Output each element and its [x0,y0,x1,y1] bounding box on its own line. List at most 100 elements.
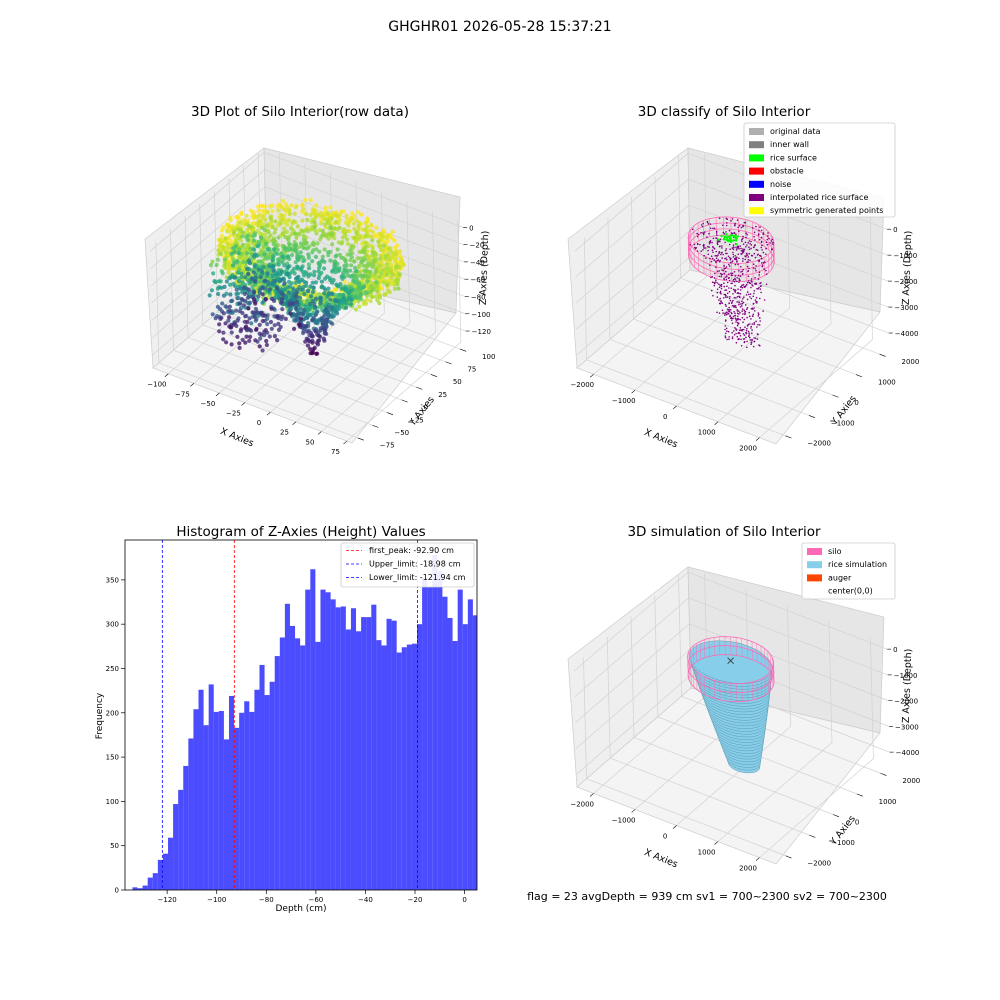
interpolated-surface-point [757,278,760,280]
interpolated-surface-point [743,248,746,251]
interpolated-surface-point [743,318,746,321]
scatter-point [305,343,310,348]
scatter-point [304,324,309,329]
scatter-point [282,280,287,286]
x-tick-label: −20 [408,896,423,904]
x-tick-mark [755,437,760,441]
interpolated-surface-point [734,224,736,227]
x-tick-label: −50 [201,400,216,408]
rice-surface-point [725,238,728,242]
legend-swatch [807,561,822,569]
interpolated-surface-point [702,233,705,236]
scatter-point [247,300,252,305]
scatter-point [393,250,398,255]
scatter-point [328,205,333,210]
scatter-point [257,279,262,284]
interpolated-surface-point [725,224,728,227]
interpolated-surface-point [724,249,727,252]
interpolated-surface-point [735,332,737,335]
y-gridline [199,203,402,401]
interpolated-surface-point [723,232,726,235]
scatter-point [287,284,292,289]
scatter-point [348,268,353,273]
scatter-point [238,220,243,225]
x-tick-mark [672,405,677,410]
interpolated-surface-point [760,229,763,232]
x-gridline [759,217,873,438]
interpolated-surface-point [745,236,747,239]
legend-swatch [749,194,764,201]
legend-swatch [749,141,764,149]
scatter-point [347,252,352,257]
scatter-point [215,304,220,309]
scatter-point [229,238,234,244]
scatter-point [229,330,234,335]
interpolated-surface-point [713,277,716,279]
interpolated-surface-point [739,318,741,321]
interpolated-surface-point [745,232,747,234]
scatter-point [285,271,290,276]
histogram-bar [284,603,290,890]
x-tick-mark [190,383,195,387]
scatter-point [320,322,325,327]
y-tick-mark [430,374,437,377]
interpolated-surface-point [737,274,740,277]
interpolated-surface-point [735,249,738,251]
scatter-point [267,334,272,339]
histogram-bar [345,629,351,890]
interpolated-surface-point [738,310,740,313]
interpolated-surface-point [708,246,710,248]
interpolated-surface-point [709,227,712,230]
scatter-point [235,318,240,323]
scatter-point [246,294,251,299]
scatter-point [342,263,347,268]
histogram-bar [462,624,468,890]
interpolated-surface-point [755,283,757,286]
scatter-point [353,307,358,312]
scatter-point [260,261,265,266]
z-gridline [149,151,464,252]
scatter-point [256,204,261,209]
scatter-point [262,232,268,237]
scatter-point [293,243,298,248]
interpolated-surface-point [749,339,752,341]
scatter-point [244,254,249,260]
interpolated-surface-point [727,255,730,258]
interpolated-surface-point [755,248,757,251]
interpolated-surface-point [732,299,734,302]
interpolated-surface-point [726,330,728,332]
interpolated-surface-point [715,266,717,269]
scatter-point [267,268,272,273]
interpolated-surface-point [756,288,758,290]
interpolated-surface-point [702,232,704,234]
y-tick-label: −25 [409,416,424,424]
interpolated-surface-point [731,336,734,338]
interpolated-surface-point [767,232,769,234]
legend-entry: symmetric generated points [770,206,883,215]
interpolated-surface-point [732,244,735,246]
interpolated-surface-point [738,313,740,315]
x-tick-mark [672,825,677,829]
interpolated-surface-point [745,252,748,255]
scatter-point [279,204,284,209]
scatter-point [310,259,315,264]
interpolated-surface-point [730,272,732,275]
interpolated-surface-point [747,270,749,273]
histogram-bar [452,641,458,890]
z-tick-label: −3000 [895,723,919,731]
scatter-point [247,224,252,229]
scatter-point [270,224,275,229]
interpolated-surface-point [751,329,753,331]
interpolated-surface-point [747,241,749,244]
scatter-point [287,242,292,247]
y-tick-mark [832,814,840,818]
x-tick-label: 0 [257,419,261,427]
scatter-point [243,340,248,345]
scatter-point [259,225,265,231]
scatter-point [368,299,373,304]
scatter-point [310,334,315,339]
y-gridline [607,217,810,416]
scatter-point [280,314,285,319]
x-tick-label: 0 [663,413,667,421]
scatter-point [326,253,331,258]
